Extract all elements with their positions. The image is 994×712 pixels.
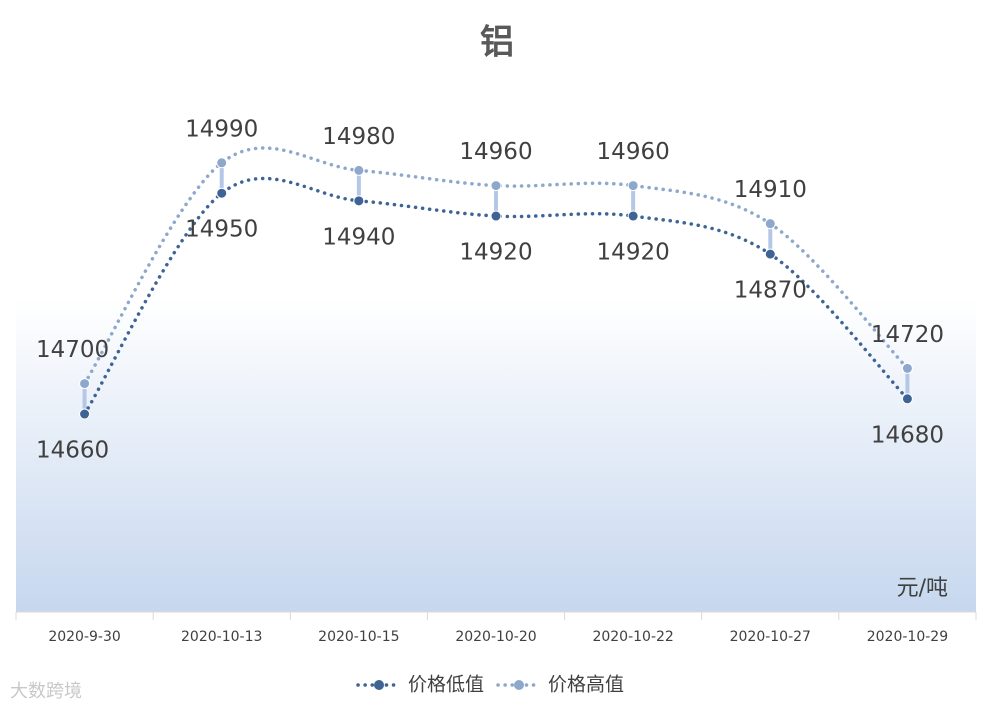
- data-label: 14920: [597, 240, 670, 266]
- data-label: 14960: [459, 139, 532, 165]
- x-tick-label: 2020-10-13: [181, 629, 262, 645]
- plot-background: [16, 300, 976, 612]
- x-tick-label: 2020-10-20: [455, 629, 536, 645]
- marker: [353, 195, 365, 207]
- x-tick-label: 2020-10-15: [318, 629, 399, 645]
- marker: [353, 164, 365, 176]
- marker: [216, 157, 228, 169]
- legend-marker: [514, 680, 524, 690]
- legend-marker: [374, 680, 384, 690]
- x-tick-label: 2020-10-27: [730, 629, 811, 645]
- unit-label: 元/吨: [897, 576, 948, 601]
- data-label: 14950: [185, 217, 258, 243]
- data-label: 14990: [185, 116, 258, 142]
- marker: [764, 248, 776, 260]
- marker: [490, 180, 502, 192]
- data-label: 14720: [871, 322, 944, 348]
- data-label: 14960: [597, 139, 670, 165]
- marker: [216, 187, 228, 199]
- data-label: 14980: [322, 124, 395, 150]
- x-tick-label: 2020-10-22: [592, 629, 673, 645]
- marker: [901, 362, 913, 374]
- data-label: 14700: [36, 337, 109, 363]
- legend-label: 价格低值: [408, 674, 484, 696]
- legend-label: 价格高值: [548, 674, 624, 696]
- data-label: 14910: [734, 177, 807, 203]
- watermark: 大数跨境: [10, 681, 82, 702]
- marker: [490, 210, 502, 222]
- marker: [627, 210, 639, 222]
- x-tick-label: 2020-9-30: [48, 629, 120, 645]
- data-label: 14660: [36, 438, 109, 464]
- data-label: 14940: [322, 224, 395, 250]
- data-label: 14870: [734, 278, 807, 304]
- x-tick-label: 2020-10-29: [867, 629, 948, 645]
- data-label: 14680: [871, 422, 944, 448]
- marker: [79, 408, 91, 420]
- chart-title: 铝: [480, 23, 514, 63]
- marker: [901, 393, 913, 405]
- marker: [764, 218, 776, 230]
- data-label: 14920: [459, 240, 532, 266]
- marker: [79, 378, 91, 390]
- marker: [627, 180, 639, 192]
